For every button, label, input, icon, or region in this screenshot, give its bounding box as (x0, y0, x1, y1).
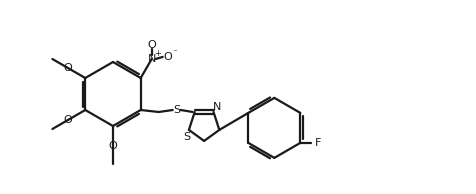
Text: ⁻: ⁻ (172, 48, 177, 57)
Text: N: N (213, 102, 222, 112)
Text: O: O (64, 63, 72, 73)
Text: O: O (148, 40, 156, 50)
Text: O: O (163, 52, 172, 62)
Text: O: O (109, 141, 118, 151)
Text: F: F (315, 138, 321, 148)
Text: N: N (148, 54, 156, 64)
Text: S: S (183, 132, 190, 142)
Text: O: O (64, 115, 72, 125)
Text: S: S (173, 105, 180, 115)
Text: +: + (154, 49, 161, 58)
